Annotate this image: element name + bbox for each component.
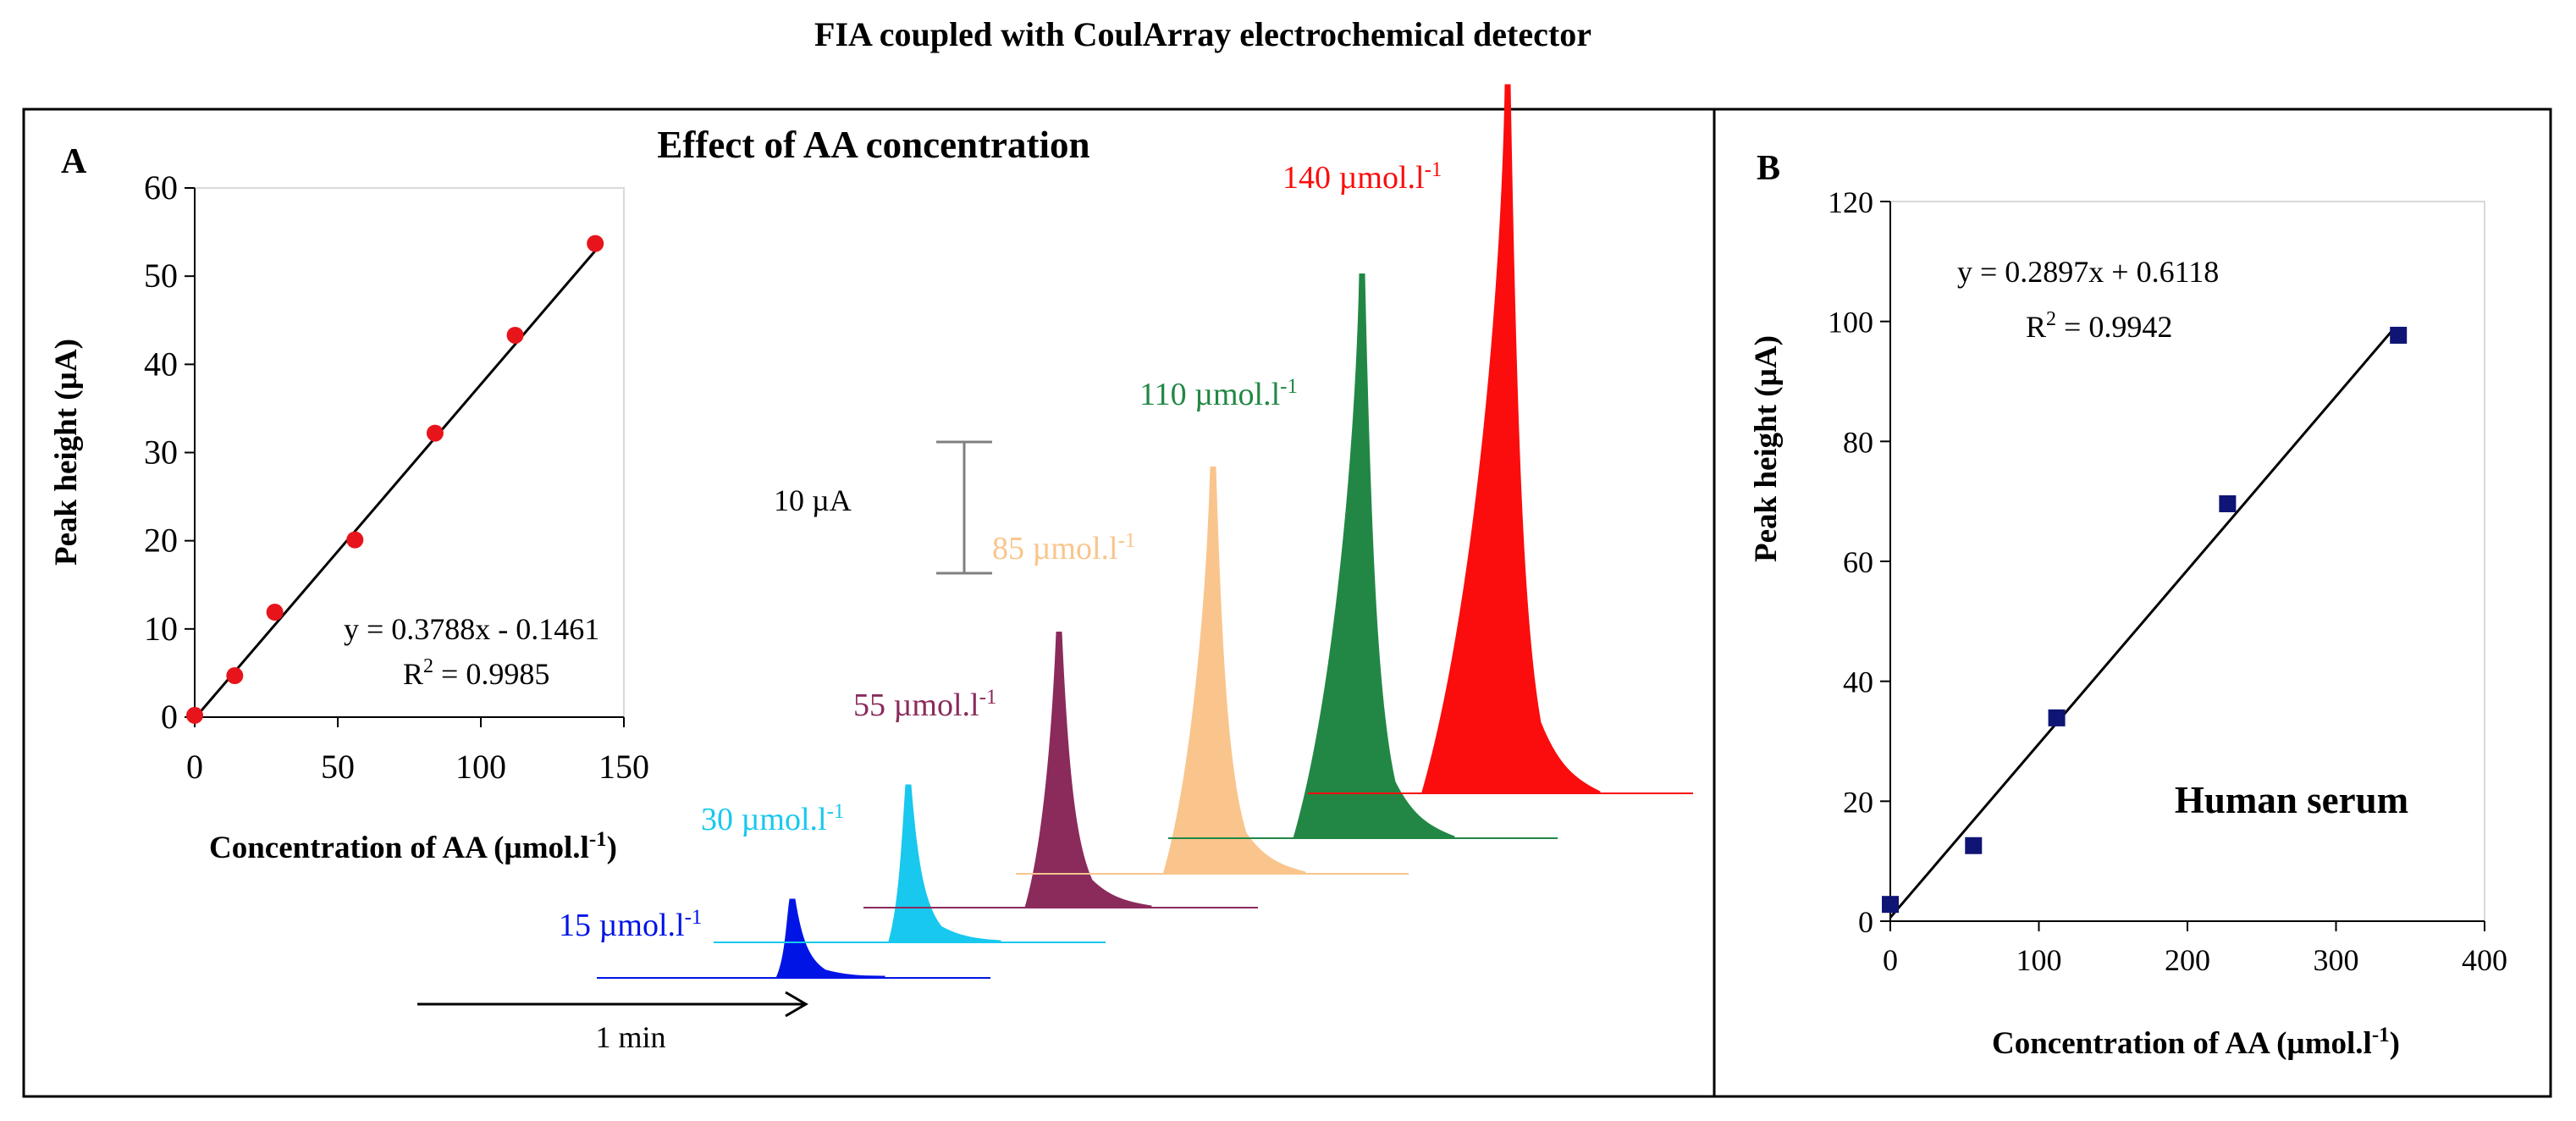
time-bar — [417, 991, 808, 1018]
time-bar-label: 1 min — [595, 1020, 665, 1054]
chart-b-annotation: Human serum — [2175, 779, 2408, 821]
chart-a-x-tick-label: 150 — [598, 748, 649, 786]
fia-peak-label: 85 µmol.l-1 — [992, 529, 1135, 566]
chart-a-data-point — [346, 531, 364, 549]
chart-b-r2: R2 = 0.9942 — [2026, 308, 2172, 344]
chart-a-data-point — [226, 667, 244, 685]
fia-peak-label: 110 µmol.l-1 — [1139, 375, 1298, 412]
fia-peak — [888, 784, 1001, 943]
panel-b: B 0 20 40 60 80 100 120 0 100 200 300 400 y = 0.28… — [1749, 149, 2507, 1061]
chart-b-data-point — [2048, 709, 2066, 726]
panel-a-label: A — [61, 142, 87, 181]
chart-a-trendline — [193, 250, 597, 720]
chart-a-data-point — [266, 604, 284, 621]
chart-b-data-point — [1882, 896, 1899, 914]
panel-a: A Effect of AA concentration 0 10 20 30 40 50… — [49, 84, 1693, 1054]
chart-b-y-tick-label: 120 — [1828, 185, 1873, 219]
chart-b-equation: y = 0.2897x + 0.6118 — [1957, 255, 2219, 289]
chart-a-y-tick-label: 0 — [161, 698, 178, 736]
chart-a-y-tick-label: 40 — [144, 345, 178, 383]
fia-peak-label: 55 µmol.l-1 — [853, 686, 996, 723]
chart-a-y-tick-label: 60 — [144, 168, 178, 207]
scale-bar-label: 10 µA — [774, 483, 852, 517]
panel-a-title: Effect of AA concentration — [657, 124, 1089, 166]
chart-b-x-tick-label: 0 — [1883, 943, 1898, 977]
chart-a-x-label: Concentration of AA (µmol.l-1) — [209, 828, 617, 865]
chart-b-y-tick-label: 80 — [1843, 425, 1873, 459]
fia-peak-label: 140 µmol.l-1 — [1282, 158, 1442, 196]
chart-a-data-point — [587, 235, 604, 252]
chart-a-x-tick-label: 100 — [455, 748, 506, 786]
chart-b-y-tick-label: 20 — [1843, 785, 1873, 819]
panel-b-frame — [1713, 108, 2552, 1098]
chart-b-x-tick-label: 200 — [2165, 943, 2210, 977]
chart-a-y-tick-label: 50 — [144, 257, 178, 295]
chart-b-x-tick-label: 400 — [2462, 943, 2507, 977]
chart-b-x-tick-label: 100 — [2016, 943, 2062, 977]
chart-b-data-point — [1965, 837, 1983, 854]
chart-b-x-label: Concentration of AA (µmol.l-1) — [1992, 1024, 2400, 1061]
chart-a-data-point — [186, 706, 203, 724]
chart-a-y-tick-label: 30 — [144, 433, 178, 472]
scale-bar — [936, 440, 992, 575]
chart-b-y-label: Peak height (µA) — [1749, 335, 1784, 562]
fia-peak — [1293, 273, 1455, 839]
chart-b-data-point — [2219, 495, 2237, 512]
figure-title: FIA coupled with CoulArray electrochemic… — [814, 15, 1591, 53]
chart-b-y-tick-label: 60 — [1843, 545, 1873, 579]
chart-a-equation: y = 0.3788x - 0.1461 — [344, 612, 599, 646]
fia-peak-label: 30 µmol.l-1 — [701, 800, 844, 837]
chart-a-x-tick-label: 0 — [186, 748, 203, 786]
chart-a-y-tick-label: 20 — [144, 522, 178, 560]
chart-b-y-tick-label: 0 — [1858, 905, 1873, 939]
chart-a-y-label: Peak height (µA) — [49, 339, 84, 566]
panel-b-label: B — [1757, 149, 1780, 188]
chart-a-x-tick-label: 50 — [321, 748, 355, 786]
panel-a-frame — [22, 108, 1716, 1098]
chart-b-data-point — [2390, 326, 2408, 344]
chart-b-x-tick-label: 300 — [2314, 943, 2359, 977]
chart-a-data-point — [426, 424, 444, 442]
chart-b-y-tick-label: 40 — [1843, 665, 1873, 699]
chart-a-r2: R2 = 0.9985 — [403, 655, 549, 691]
fia-peak-label: 15 µmol.l-1 — [559, 906, 702, 943]
chart-a-data-point — [506, 326, 524, 344]
fia-peak — [775, 898, 885, 979]
chart-b-y-tick-label: 100 — [1828, 306, 1873, 340]
chart-b-trendline — [1889, 329, 2394, 919]
fia-peak — [1420, 84, 1601, 794]
chart-a-y-tick-label: 10 — [144, 610, 178, 648]
fia-peak — [1162, 467, 1306, 875]
fia-peak — [1024, 632, 1152, 908]
